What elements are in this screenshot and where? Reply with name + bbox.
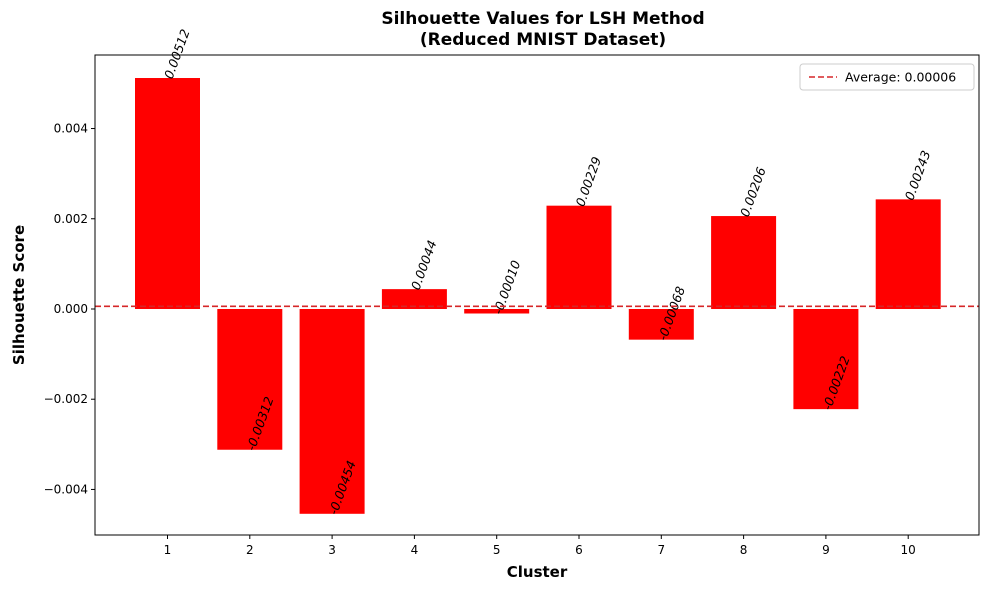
y-axis-ticks: −0.004 −0.002 0.000 0.002 0.004: [44, 122, 95, 496]
x-tick-label: 5: [493, 543, 501, 557]
x-tick-label: 3: [328, 543, 336, 557]
legend-average-label: Average: 0.00006: [845, 70, 956, 85]
legend: Average: 0.00006: [799, 63, 975, 91]
bar-cluster-4: [381, 289, 447, 309]
x-tick-label: 1: [164, 543, 172, 557]
bar-cluster-8: [711, 216, 777, 309]
x-tick-label: 10: [901, 543, 916, 557]
bar-cluster-10: [875, 199, 941, 309]
x-tick-label: 9: [822, 543, 830, 557]
y-axis-label: Silhouette Score: [10, 225, 28, 365]
bar-value-label: 0.00229: [572, 155, 604, 209]
plot-frame: [94, 54, 980, 536]
bars-group: [135, 78, 941, 514]
bar-cluster-2: [217, 308, 283, 450]
x-tick-label: 7: [657, 543, 665, 557]
bar-value-label: 0.00206: [737, 165, 769, 219]
bar-cluster-3: [299, 308, 365, 514]
y-tick-label: 0.004: [54, 122, 88, 136]
x-tick-label: 2: [246, 543, 254, 557]
bar-cluster-6: [546, 205, 612, 309]
x-axis-label: Cluster: [507, 563, 568, 581]
legend-box: [799, 63, 975, 91]
chart-title: Silhouette Values for LSH Method: [381, 9, 704, 29]
bar-cluster-7: [628, 308, 694, 340]
y-tick-label: 0.000: [54, 302, 88, 316]
bar-value-label: 0.00243: [902, 148, 934, 202]
y-tick-label: 0.002: [54, 212, 88, 226]
y-tick-label: −0.004: [44, 482, 88, 496]
bar-cluster-5: [464, 308, 530, 314]
bar-value-label: 0.00512: [161, 27, 193, 81]
x-tick-label: 6: [575, 543, 583, 557]
chart-subtitle: (Reduced MNIST Dataset): [420, 30, 666, 50]
bar-cluster-1: [135, 78, 200, 309]
x-tick-label: 8: [740, 543, 748, 557]
bar-cluster-9: [793, 308, 859, 410]
bar-value-label: 0.00044: [408, 238, 440, 292]
bar-value-label: -0.00010: [490, 258, 523, 316]
x-tick-label: 4: [411, 543, 419, 557]
x-axis-ticks: 1 2 3 4 5 6 7 8 9 10: [164, 535, 916, 557]
y-tick-label: −0.002: [44, 392, 88, 406]
